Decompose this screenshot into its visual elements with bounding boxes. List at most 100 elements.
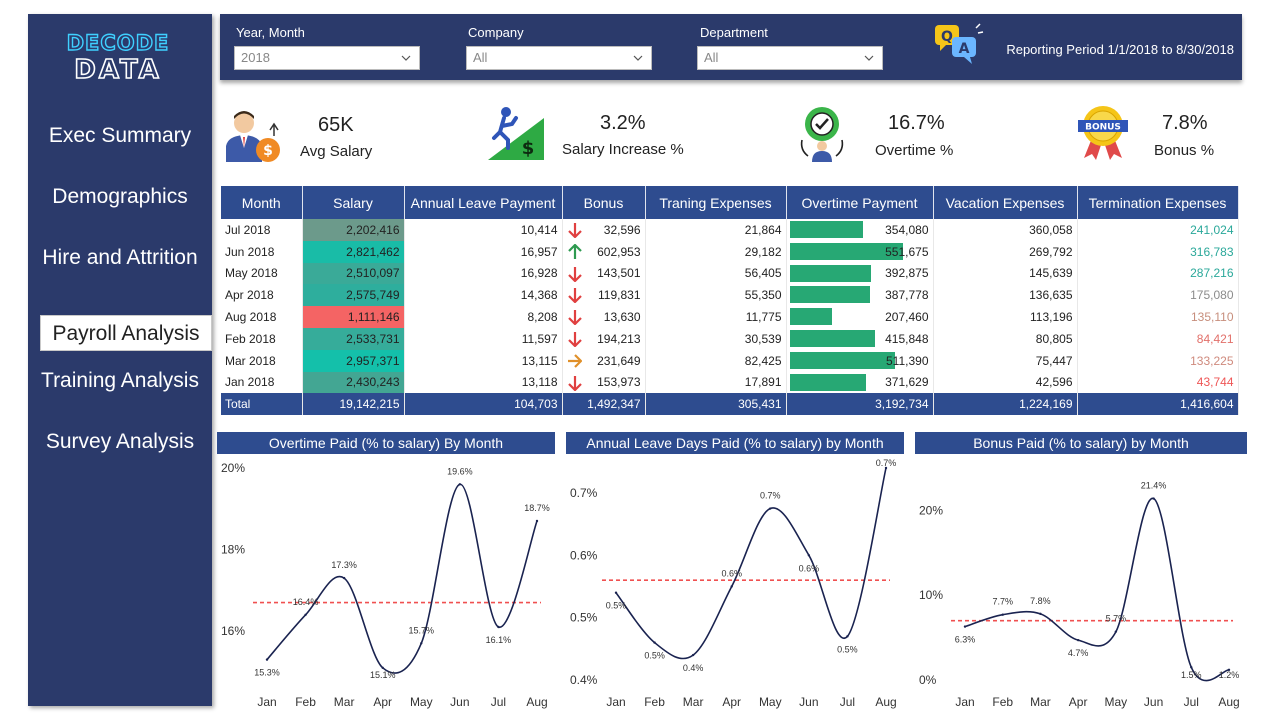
- cell-salary: 2,510,097: [302, 262, 405, 285]
- svg-text:$: $: [263, 143, 273, 159]
- filter-bar: Year, Month 2018 Company All Department …: [220, 14, 1242, 80]
- cell-overtime: 415,848: [786, 327, 934, 350]
- column-header[interactable]: Annual Leave Payment: [404, 186, 563, 219]
- nav-item-training-analysis[interactable]: Training Analysis: [41, 369, 199, 392]
- decode-data-logo: DECODE DATA: [66, 30, 169, 82]
- y-tick-label: 0.5%: [570, 611, 598, 625]
- data-point: [807, 554, 811, 557]
- data-label: 0.7%: [876, 458, 897, 468]
- nav-item-exec-summary[interactable]: Exec Summary: [48, 124, 192, 147]
- sidebar: DECODE DATA Exec Summary Demographics Hire…: [28, 14, 212, 706]
- svg-text:DATA: DATA: [74, 55, 162, 82]
- nav-item-survey-analysis[interactable]: Survey Analysis: [45, 430, 195, 453]
- cell-leave: 16,928: [404, 262, 563, 285]
- table-row[interactable]: May 2018 2,510,097 16,928 143,501 56,405 392,…: [221, 262, 1239, 285]
- cell-overtime: 354,080: [786, 219, 934, 241]
- chart-title: Overtime Paid (% to salary) By Month: [217, 432, 555, 454]
- overtime-value: 392,875: [885, 266, 929, 281]
- table-row[interactable]: Mar 2018 2,957,371 13,115 231,649 82,425 511,…: [221, 349, 1239, 372]
- svg-text:Q: Q: [941, 29, 953, 45]
- data-label: 0.5%: [606, 601, 627, 611]
- series-line: [964, 497, 1230, 682]
- data-label: 7.8%: [1030, 596, 1051, 606]
- overtime-value: 551,675: [885, 244, 929, 259]
- cell-vacation: 269,792: [933, 240, 1078, 263]
- nav-item-demographics[interactable]: Demographics: [52, 185, 188, 208]
- company-select[interactable]: All: [466, 46, 652, 70]
- salary-icon: $: [226, 111, 280, 162]
- x-tick-label: Apr: [722, 695, 741, 709]
- cell-termination: 241,024: [1077, 219, 1239, 241]
- arrow-down-icon: [567, 223, 582, 238]
- table-row[interactable]: Jun 2018 2,821,462 16,957 602,953 29,182 551,…: [221, 240, 1239, 263]
- column-header[interactable]: Termination Expenses: [1077, 186, 1239, 219]
- cell-month: Feb 2018: [221, 327, 303, 350]
- table-row[interactable]: Apr 2018 2,575,749 14,368 119,831 55,350 387,…: [221, 284, 1239, 307]
- table-row[interactable]: Aug 2018 1,111,146 8,208 13,630 11,775 207,46…: [221, 306, 1239, 328]
- data-label: 5.7%: [1106, 614, 1127, 624]
- x-tick-label: Mar: [334, 695, 355, 709]
- kpi-salary-increase-label: Salary Increase %: [562, 141, 684, 158]
- data-label: 21.4%: [1141, 481, 1167, 491]
- kpi-avg-salary-value: 65K: [318, 114, 354, 136]
- bonus-chart: Bonus Paid (% to salary) by Month 0% 10% 20…: [915, 432, 1247, 712]
- column-header[interactable]: Overtime Payment: [786, 186, 934, 219]
- nav-item-hire-and-attrition[interactable]: Hire and Attrition: [42, 246, 198, 269]
- cell-leave: 13,115: [404, 349, 563, 372]
- data-label: 1.2%: [1219, 670, 1240, 680]
- data-point: [458, 483, 462, 486]
- cell-leave: 11,597: [404, 327, 563, 350]
- x-tick-label: Apr: [373, 695, 392, 709]
- kpi-overtime-label: Overtime %: [875, 142, 954, 159]
- annual-leave-chart: Annual Leave Days Paid (% to salary) by …: [566, 432, 904, 712]
- cell-training: 29,182: [645, 240, 787, 263]
- overtime-bar: [789, 351, 896, 369]
- qa-icon[interactable]: Q A: [932, 20, 984, 70]
- x-tick-label: Feb: [295, 695, 316, 709]
- cell-termination: 287,216: [1077, 262, 1239, 285]
- chart-plot: 16% 18% 20% Jan Feb Mar Apr May Jun Jul Aug 15.3% 16…: [221, 461, 550, 709]
- data-label: 15.3%: [254, 668, 280, 678]
- cell-termination: 316,783: [1077, 240, 1239, 263]
- data-point: [1152, 497, 1155, 500]
- table-row[interactable]: Jul 2018 2,202,416 10,414 32,596 21,864 354,0…: [221, 219, 1239, 241]
- column-header[interactable]: Traning Expenses: [645, 186, 787, 219]
- nav-item-payroll-analysis[interactable]: Payroll Analysis: [40, 315, 212, 351]
- data-label: 15.7%: [409, 625, 435, 635]
- overtime-bar: [789, 242, 904, 260]
- column-header[interactable]: Bonus: [562, 186, 646, 219]
- cell-bonus: 32,596: [562, 219, 646, 241]
- chart-title: Bonus Paid (% to salary) by Month: [915, 432, 1247, 454]
- data-label: 16.4%: [293, 597, 319, 607]
- table-row[interactable]: Jan 2018 2,430,243 13,118 153,973 17,891 371,…: [221, 371, 1239, 394]
- cell-leave: 8,208: [404, 306, 563, 328]
- cell-bonus: 13,630: [562, 306, 646, 328]
- year-month-select[interactable]: 2018: [234, 46, 420, 70]
- cell-month: Apr 2018: [221, 284, 303, 307]
- chevron-down-icon: [864, 55, 874, 61]
- arrow-down-icon: [567, 331, 582, 347]
- table-row[interactable]: Feb 2018 2,533,731 11,597 194,213 30,539 415,…: [221, 327, 1239, 350]
- overtime-bar: [789, 373, 867, 391]
- column-header[interactable]: Vacation Expenses: [933, 186, 1078, 219]
- column-header[interactable]: Month: [221, 186, 303, 219]
- cell-month: May 2018: [221, 262, 303, 285]
- bonus-value: 32,596: [603, 222, 641, 237]
- total-salary: 19,142,215: [302, 393, 405, 416]
- arrow-down-icon: [567, 288, 582, 304]
- overtime-chart: Overtime Paid (% to salary) By Month 16% 1…: [217, 432, 555, 712]
- column-header[interactable]: Salary: [302, 186, 405, 219]
- overtime-value: 511,390: [886, 353, 929, 368]
- data-label: 0.6%: [721, 568, 742, 578]
- data-label: 17.3%: [331, 560, 357, 570]
- data-point: [691, 653, 695, 657]
- cell-bonus: 143,501: [562, 262, 646, 285]
- cell-salary: 2,821,462: [302, 240, 405, 263]
- data-label: 0.7%: [760, 491, 781, 501]
- year-month-value: 2018: [241, 50, 270, 65]
- total-training: 305,431: [645, 393, 787, 416]
- data-point: [1076, 638, 1080, 642]
- svg-text:$: $: [522, 138, 535, 159]
- cell-termination: 135,110: [1077, 306, 1239, 328]
- department-select[interactable]: All: [697, 46, 883, 70]
